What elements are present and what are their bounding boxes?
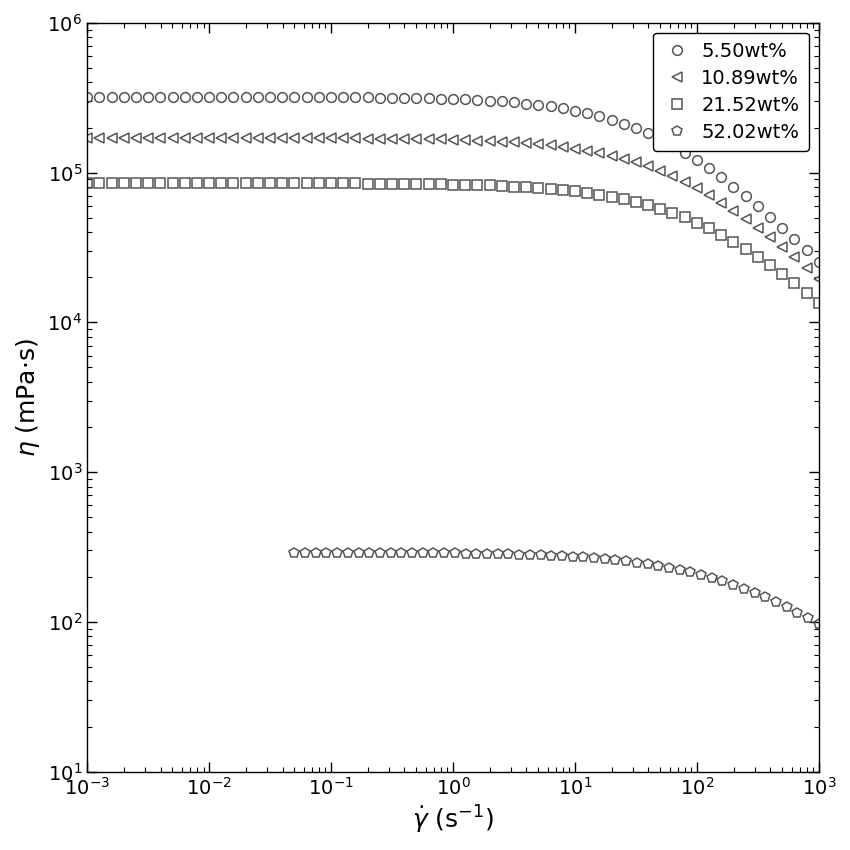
52.02wt% — [771, 597, 781, 607]
52.02wt% — [364, 547, 374, 558]
52.02wt% — [717, 576, 728, 586]
52.02wt% — [813, 620, 824, 630]
5.50wt% — [521, 99, 531, 109]
52.02wt% — [728, 580, 739, 590]
52.02wt% — [782, 602, 792, 612]
10.89wt% — [521, 139, 531, 149]
52.02wt% — [289, 547, 299, 558]
5.50wt% — [338, 92, 348, 102]
52.02wt% — [375, 547, 385, 558]
21.52wt% — [521, 182, 531, 192]
5.50wt% — [813, 257, 824, 267]
10.89wt% — [229, 133, 239, 144]
52.02wt% — [568, 552, 578, 562]
52.02wt% — [450, 548, 460, 558]
52.02wt% — [536, 550, 546, 560]
52.02wt% — [675, 564, 685, 575]
52.02wt% — [386, 548, 396, 558]
52.02wt% — [354, 547, 364, 558]
Line: 10.89wt%: 10.89wt% — [82, 133, 824, 283]
52.02wt% — [792, 608, 802, 618]
5.50wt% — [252, 92, 263, 102]
52.02wt% — [524, 550, 535, 560]
52.02wt% — [407, 548, 417, 558]
52.02wt% — [439, 548, 450, 558]
52.02wt% — [760, 592, 770, 603]
52.02wt% — [750, 587, 760, 598]
52.02wt% — [428, 548, 439, 558]
52.02wt% — [503, 549, 513, 559]
5.50wt% — [717, 173, 727, 183]
52.02wt% — [547, 551, 557, 561]
X-axis label: $\dot{\gamma}$ (s$^{-1}$): $\dot{\gamma}$ (s$^{-1}$) — [412, 804, 494, 836]
21.52wt% — [252, 178, 263, 189]
10.89wt% — [717, 197, 727, 207]
10.89wt% — [338, 133, 348, 144]
52.02wt% — [310, 547, 320, 558]
52.02wt% — [706, 573, 717, 583]
5.50wt% — [473, 95, 483, 105]
52.02wt% — [461, 548, 471, 558]
21.52wt% — [473, 180, 483, 190]
52.02wt% — [482, 549, 492, 559]
10.89wt% — [473, 135, 483, 145]
52.02wt% — [332, 547, 343, 558]
Line: 52.02wt%: 52.02wt% — [290, 547, 824, 629]
52.02wt% — [417, 548, 428, 558]
52.02wt% — [621, 556, 632, 566]
52.02wt% — [739, 583, 749, 593]
52.02wt% — [557, 551, 567, 561]
52.02wt% — [803, 614, 813, 624]
52.02wt% — [696, 570, 706, 580]
10.89wt% — [252, 133, 263, 144]
52.02wt% — [599, 554, 609, 564]
52.02wt% — [471, 548, 481, 558]
52.02wt% — [685, 567, 695, 577]
52.02wt% — [578, 552, 588, 563]
52.02wt% — [589, 553, 599, 564]
21.52wt% — [82, 178, 93, 188]
52.02wt% — [493, 549, 503, 559]
52.02wt% — [300, 547, 310, 558]
21.52wt% — [717, 230, 727, 240]
52.02wt% — [396, 548, 406, 558]
Legend: 5.50wt%, 10.89wt%, 21.52wt%, 52.02wt%: 5.50wt%, 10.89wt%, 21.52wt%, 52.02wt% — [653, 32, 809, 151]
21.52wt% — [813, 298, 824, 308]
Y-axis label: $\eta$ (mPa·s): $\eta$ (mPa·s) — [14, 337, 42, 456]
Line: 5.50wt%: 5.50wt% — [82, 92, 824, 267]
21.52wt% — [229, 178, 239, 189]
5.50wt% — [229, 92, 239, 102]
10.89wt% — [813, 274, 824, 284]
52.02wt% — [343, 547, 353, 558]
Line: 21.52wt%: 21.52wt% — [82, 178, 824, 308]
10.89wt% — [82, 133, 93, 143]
52.02wt% — [321, 547, 332, 558]
21.52wt% — [338, 178, 348, 189]
52.02wt% — [653, 561, 663, 571]
52.02wt% — [610, 555, 620, 565]
52.02wt% — [664, 563, 674, 573]
52.02wt% — [632, 558, 642, 568]
52.02wt% — [514, 549, 524, 559]
5.50wt% — [82, 92, 93, 102]
52.02wt% — [643, 559, 653, 570]
